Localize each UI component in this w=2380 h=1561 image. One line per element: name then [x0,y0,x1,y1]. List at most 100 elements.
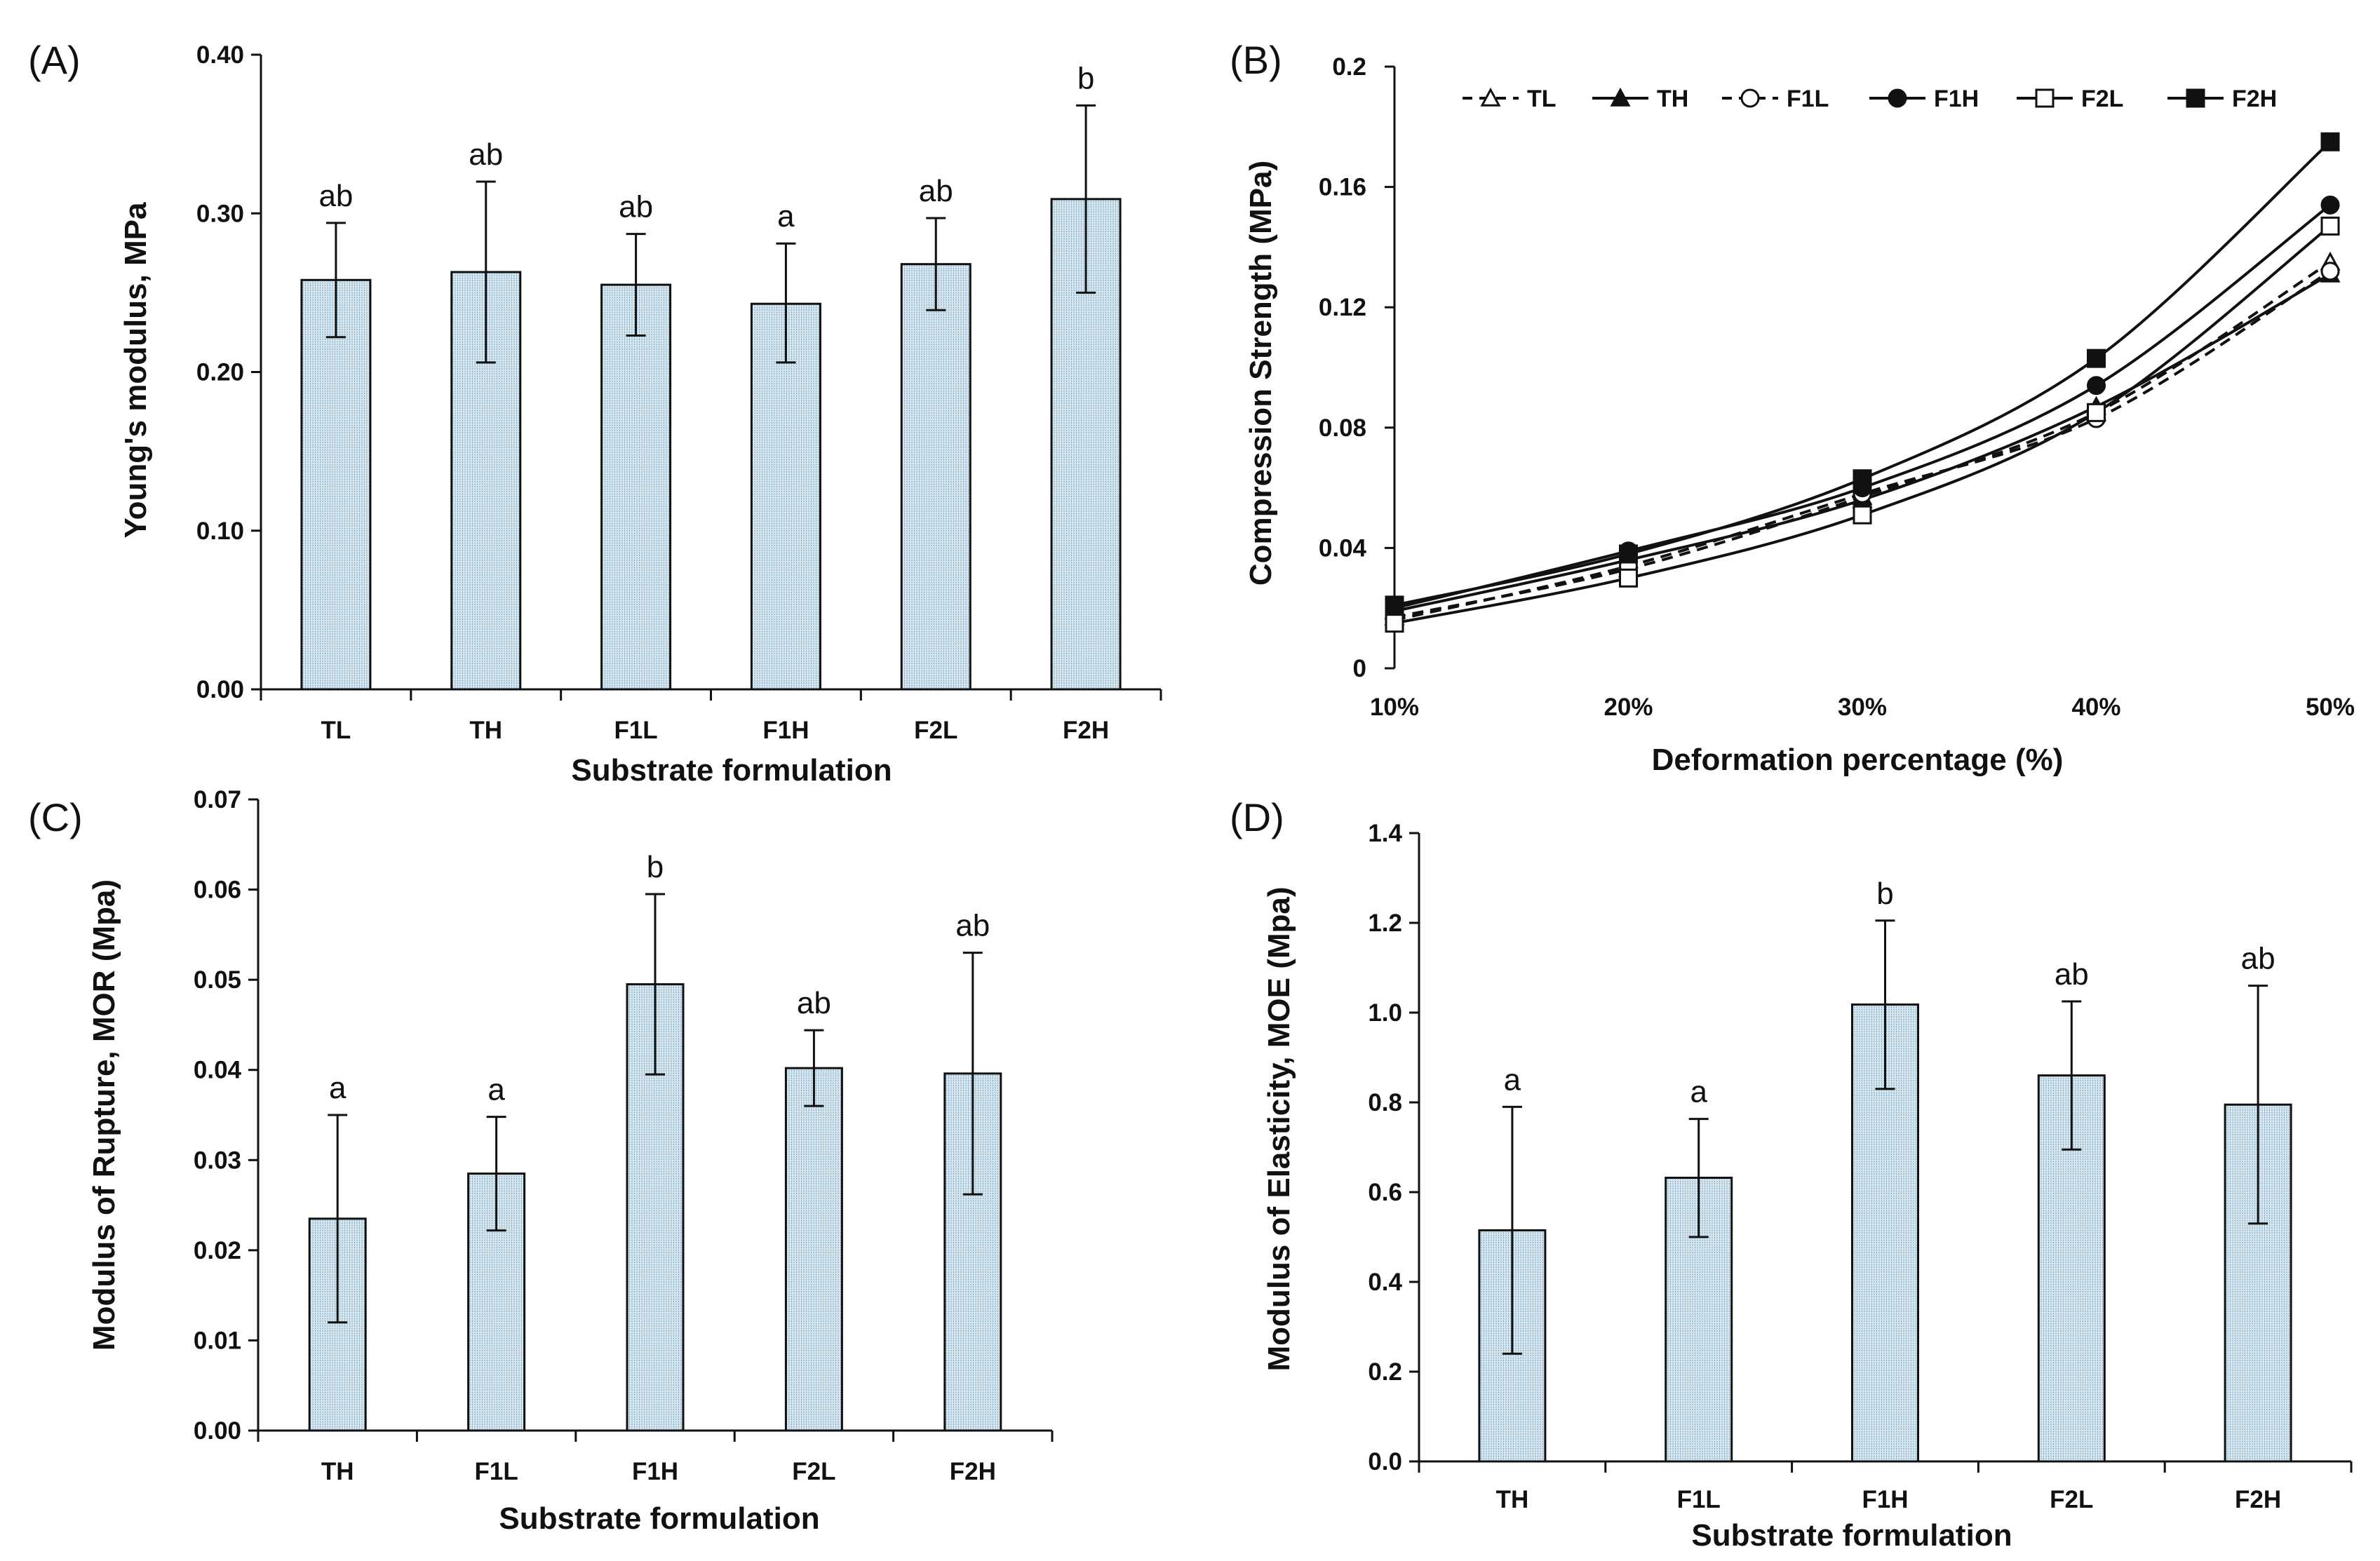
legend-label-f1l: F1L [1787,86,1829,112]
legend-marker-f1l [1740,88,1760,108]
y-tick-label: 1.4 [1368,820,1402,847]
significance-label: b [1077,61,1094,95]
significance-label: a [777,199,795,234]
y-tick-label: 0.20 [196,359,244,386]
legend-label-tl: TL [1527,86,1557,112]
plot-area-c: 0.00 0.01 0.02 0.03 0.04 0.05 0.06 0.07 a TH a F1L b… [194,786,1054,1485]
x-axis-title-c: Substrate formulation [499,1501,819,1536]
x-tick-label: F1H [1862,1486,1908,1513]
legend-b: TL TH F1L F1H F2L F2H [1463,86,2277,112]
significance-label: b [647,850,664,884]
y-tick-label: 0.2 [1332,53,1366,81]
data-point-f2l [2320,216,2340,236]
y-axis-title-a: Young's modulus, MPa [119,202,153,539]
bar-tl [300,278,372,691]
x-axis-title-a: Substrate formulation [571,753,892,788]
significance-label: ab [2055,957,2089,992]
y-axis-title-c: Modulus of Rupture, MOR (Mpa) [87,879,121,1351]
y-tick-label: 0.8 [1368,1089,1402,1116]
significance-label: ab [955,909,990,943]
y-tick-label: 0.05 [194,966,241,994]
data-point-f2l [1619,568,1638,588]
legend-marker-f2l [2035,88,2055,108]
y-tick-label: 0.16 [1319,174,1366,201]
y-tick-label: 0.4 [1368,1269,1402,1296]
x-axis-title-d: Substrate formulation [1691,1518,2012,1553]
data-point-f2h [1853,469,1872,489]
legend-label-th: TH [1657,86,1688,112]
y-tick-label: 0 [1353,655,1366,682]
y-tick-label: 0.10 [196,518,244,545]
x-tick-label: F2L [2050,1486,2093,1513]
significance-label: ab [619,190,653,224]
legend-marker-tl [1480,87,1501,107]
x-tick-label: 20% [1604,694,1653,721]
legend-marker-th [1610,87,1631,107]
panel-label-a: (A) [28,38,81,82]
bar-f1h [750,302,821,691]
y-axis-title-b: Compression Strength (MPa) [1244,161,1278,586]
x-tick-label: F1H [632,1458,678,1485]
plot-area-b: 0 0.04 0.08 0.12 0.16 0.2 10% 20% 30% 40% 50% [1319,53,2355,721]
x-axis-title-b: Deformation percentage (%) [1652,743,2064,777]
y-tick-label: 0.02 [194,1237,241,1264]
x-tick-label: TH [1496,1486,1529,1513]
y-tick-label: 0.30 [196,200,244,227]
significance-label: ab [318,179,353,213]
significance-label: ab [469,137,503,172]
y-tick-label: 0.04 [1319,534,1367,562]
data-point-f2l [1853,505,1872,525]
x-tick-label: F1L [474,1458,518,1485]
bar-f2l [784,1067,843,1432]
x-tick-label: F2H [950,1458,996,1485]
significance-label: ab [797,986,831,1020]
significance-label: a [1504,1062,1521,1097]
x-tick-label: F1H [762,717,809,744]
significance-label: a [488,1073,505,1107]
chart-panel-c: (C) Modulus of Rupture, MOR (Mpa) Substr… [28,786,1054,1536]
x-tick-label: TL [321,717,351,744]
data-point-f2l [2087,403,2106,422]
x-tick-label: TH [469,717,502,744]
y-tick-label: 0.06 [194,877,241,904]
x-tick-label: 10% [1370,694,1419,721]
y-tick-label: 0.12 [1319,294,1366,321]
legend-label-f1h: F1H [1934,86,1979,112]
y-tick-label: 1.2 [1368,910,1402,937]
legend-marker-f1h [1888,88,1907,108]
y-tick-label: 0.40 [196,41,244,69]
x-tick-label: F2L [792,1458,835,1485]
significance-label: a [329,1071,347,1105]
legend-label-f2h: F2H [2232,86,2277,112]
y-tick-label: 0.6 [1368,1179,1402,1206]
chart-panel-b: (B) Compression Strength (MPa) Deformati… [1230,38,2355,777]
data-point-f2h [1619,544,1638,564]
series-line-f2h [1394,140,2332,607]
plot-area-a: 0.00 0.10 0.20 0.30 0.40 ab TL ab TH ab F1L a F1H ab F… [196,41,1162,744]
data-point-f1h [2320,195,2340,215]
series-line-tl [1394,261,2332,619]
y-tick-label: 0.0 [1368,1448,1402,1475]
y-axis-title-d: Modulus of Elasticity, MOE (Mpa) [1262,887,1296,1372]
x-tick-label: 40% [2071,694,2120,721]
series-line-f1h [1394,203,2332,610]
y-tick-label: 0.08 [1319,414,1366,442]
y-tick-label: 0.03 [194,1147,241,1174]
x-tick-label: F1L [614,717,657,744]
data-point-f1l [2320,262,2340,281]
data-point-f2l [1385,614,1404,633]
series-line-f2l [1394,224,2332,625]
chart-panel-a: (A) Young's modulus, MPa Substrate formu… [28,38,1162,788]
bar-f1l [467,1173,526,1432]
legend-marker-f2h [2186,88,2205,108]
y-tick-label: 0.04 [194,1057,242,1084]
x-tick-label: 50% [2306,694,2355,721]
significance-label: ab [2241,942,2275,976]
y-tick-label: 0.01 [194,1327,241,1354]
y-tick-label: 0.00 [196,676,244,703]
y-tick-label: 0.00 [194,1417,241,1445]
y-tick-label: 0.2 [1368,1358,1402,1386]
y-tick-label: 1.0 [1368,999,1402,1027]
bar-f1l [600,283,672,691]
data-point-f2h [1385,595,1404,615]
